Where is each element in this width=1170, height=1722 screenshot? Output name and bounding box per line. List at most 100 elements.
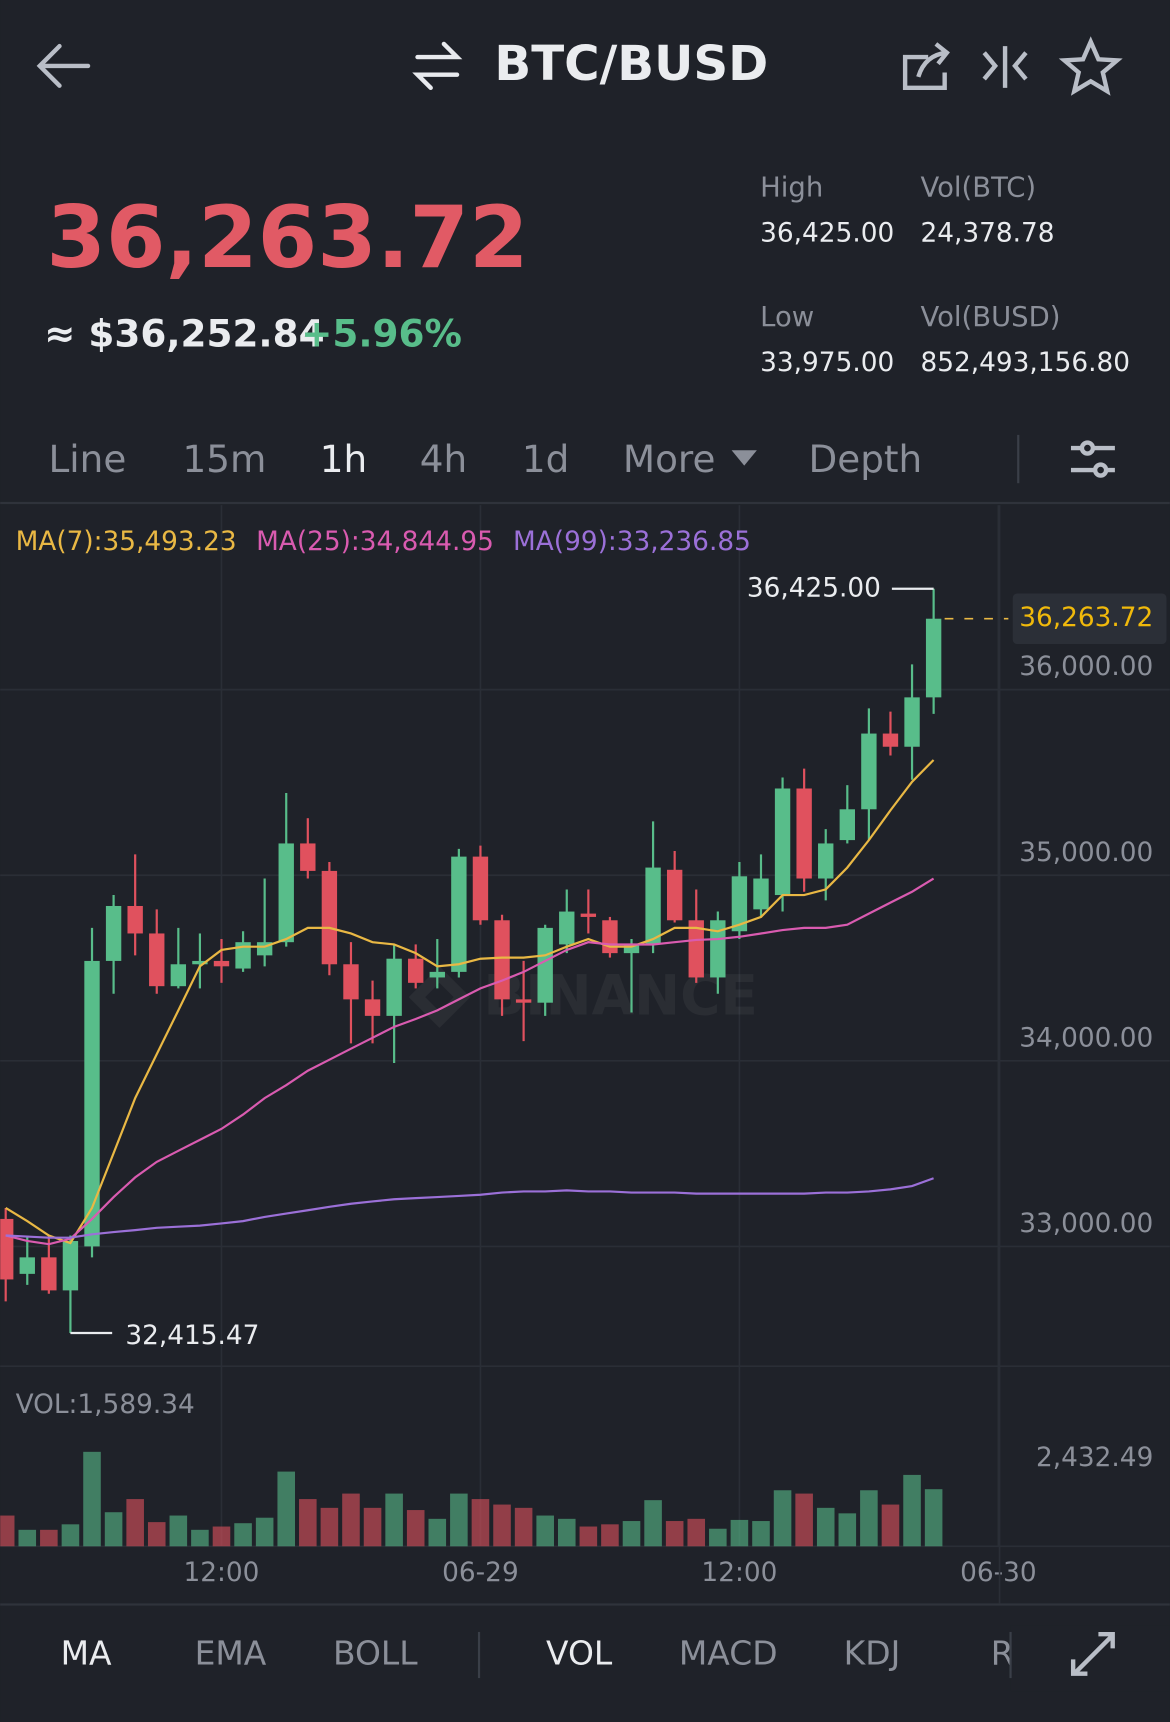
stat-label: Vol(BTC) (921, 172, 1037, 203)
interval-tab[interactable]: Depth (808, 437, 922, 481)
volume-bar (363, 1507, 382, 1547)
volume-bar (644, 1500, 662, 1547)
candle-body (774, 788, 791, 896)
volume-bar (406, 1510, 425, 1547)
candle-body (645, 867, 661, 945)
candle-body (796, 788, 812, 879)
volume-bar (709, 1528, 727, 1547)
fullscreen-icon[interactable] (1070, 1631, 1115, 1676)
last-price: 36,263.72 (46, 188, 528, 288)
candle-body (753, 878, 769, 910)
candle-body (278, 843, 294, 943)
candle-body (839, 809, 855, 841)
x-tick-label: 12:00 (701, 1558, 777, 1588)
candle-body (429, 971, 445, 978)
indicator-tab[interactable]: BOLL (333, 1634, 418, 1673)
interval-tab-active[interactable]: 1h (320, 437, 367, 481)
candle-body (364, 999, 381, 1016)
stat-label: Vol(BUSD) (921, 302, 1061, 333)
volume-bar (191, 1529, 209, 1547)
interval-tab[interactable]: 4h (420, 437, 467, 481)
candle-body (580, 913, 597, 917)
volume-bar (18, 1529, 37, 1547)
back-button[interactable] (36, 43, 91, 88)
volume-bar (104, 1512, 123, 1547)
candle-body (41, 1257, 57, 1291)
ma-line (5, 877, 935, 1246)
legend-entry: MA(99):33,236.85 (513, 527, 751, 557)
indicator-tab[interactable]: MACD (679, 1634, 778, 1673)
candle-body (559, 911, 575, 945)
interval-tab[interactable]: Line (49, 437, 127, 481)
plot (0, 588, 943, 1547)
interval-tab[interactable]: 1d (522, 437, 569, 481)
candle-body (623, 944, 640, 954)
y-tick-label: 33,000.00 (1019, 1209, 1153, 1239)
candle-body (343, 964, 359, 1000)
low-label: 32,415.47 (125, 1321, 259, 1351)
y-tick-label: 36,000.00 (1019, 652, 1153, 682)
candle-body (494, 920, 510, 1000)
candle-body (62, 1241, 79, 1291)
interval-tab[interactable]: More (623, 437, 716, 481)
stat-value: 36,425.00 (760, 218, 894, 248)
indicator-tab-active[interactable]: VOL (546, 1634, 613, 1673)
candle-body (235, 942, 251, 969)
candle-body (0, 1218, 14, 1280)
candle-body (710, 920, 726, 978)
swap-icon[interactable] (412, 41, 463, 91)
candle-body (451, 856, 467, 972)
x-tick-label: 06-30 (960, 1558, 1037, 1588)
pair-title: BTC/BUSD (494, 36, 768, 92)
favorite-icon[interactable] (1058, 36, 1123, 96)
volume-bar (0, 1515, 15, 1547)
volume-bar (903, 1474, 921, 1547)
volume-bar (277, 1471, 296, 1547)
volume-label: VOL:1,589.34 (16, 1390, 195, 1420)
volume-bar (816, 1507, 835, 1547)
indicator-tab[interactable]: EMA (195, 1634, 267, 1673)
x-tick-label: 12:00 (184, 1558, 260, 1588)
stat-value: 24,378.78 (921, 218, 1055, 248)
dropdown-arrow (731, 450, 757, 466)
stat-label: High (760, 172, 823, 203)
volume-bar (385, 1493, 403, 1547)
settings-icon[interactable] (1070, 440, 1115, 478)
volume-bar (881, 1504, 900, 1547)
candle-body (19, 1257, 35, 1274)
y-tick-label: 35,000.00 (1019, 838, 1153, 868)
volume-bar (622, 1521, 641, 1547)
fiat-price: ≈ $36,252.84 (44, 312, 324, 356)
candle-body (213, 960, 230, 967)
volume-bar (83, 1451, 101, 1547)
volume-bar (687, 1518, 706, 1547)
compare-icon[interactable] (982, 46, 1028, 88)
candle-body (408, 958, 424, 983)
candle-body (818, 843, 834, 879)
candle-body (300, 843, 316, 871)
volume-bar (234, 1523, 252, 1547)
volume-bar (557, 1518, 576, 1547)
interval-tab[interactable]: 15m (183, 437, 267, 481)
ma-line (5, 1177, 934, 1239)
candle-body (386, 958, 402, 1016)
volume-bar (773, 1490, 792, 1547)
volume-bar (212, 1526, 231, 1547)
x-tick-label: 06-29 (442, 1558, 519, 1588)
candle-body (170, 964, 187, 987)
indicator-tab[interactable]: KDJ (844, 1634, 901, 1673)
volume-bar (601, 1524, 619, 1547)
last-price-tag (1012, 593, 1167, 644)
chart: 12:00 06-29 12:00 06-30 33,000.00 34,000.00 35… (0, 505, 1170, 1604)
volume-bar (255, 1517, 274, 1547)
share-icon[interactable] (902, 42, 950, 91)
indicator-tab-active[interactable]: MA (61, 1634, 112, 1673)
candle-body (321, 870, 338, 965)
volume-bar (450, 1493, 468, 1547)
candle-body (472, 856, 489, 921)
watermark-logo (408, 966, 471, 1028)
volume-bar (320, 1507, 339, 1547)
indicator-tab[interactable]: R (991, 1634, 1014, 1673)
